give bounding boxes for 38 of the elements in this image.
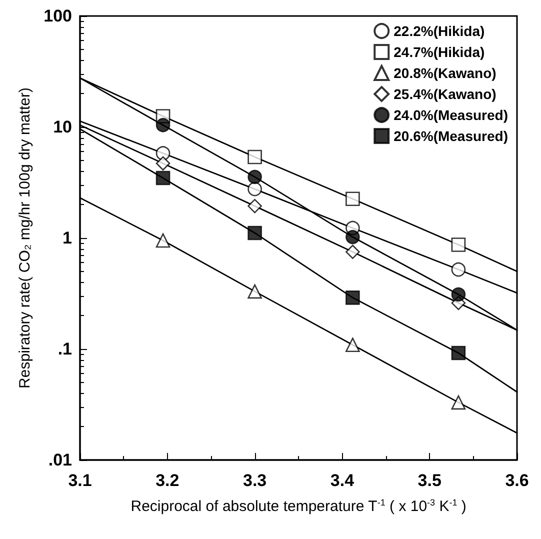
point — [156, 233, 170, 248]
point — [451, 238, 466, 252]
legend-label: 25.4%(Kawano) — [394, 86, 496, 102]
y-tick-label: .01 — [48, 450, 72, 470]
point — [156, 170, 170, 186]
legend-label: 24.7%(Hikida) — [394, 44, 485, 60]
point — [156, 118, 170, 132]
point — [451, 346, 466, 360]
legend-label: 22.2%(Hikida) — [394, 23, 485, 39]
point — [451, 287, 466, 302]
point — [248, 182, 262, 196]
legend-label: 20.8%(Kawano) — [394, 65, 496, 81]
y-tick-label: 1 — [62, 228, 72, 248]
point — [248, 198, 262, 214]
point — [346, 244, 360, 260]
legend-label: 20.6%(Measured) — [394, 128, 508, 144]
x-tick-label: 3.3 — [242, 471, 267, 490]
y-tick-label: .1 — [58, 340, 72, 358]
point — [248, 284, 262, 299]
point — [451, 395, 466, 410]
point — [451, 262, 466, 277]
point — [248, 226, 262, 240]
x-tick-label: 3.6 — [505, 471, 529, 490]
x-tick-label: 3.5 — [418, 471, 442, 490]
legend-label: 24.0%(Measured) — [394, 107, 508, 123]
point — [346, 338, 360, 352]
y-tick-label: 10 — [53, 118, 72, 136]
y-axis-title: Respiratory rate( CO₂ mg/hr 100g dry matter) — [16, 88, 34, 388]
point — [248, 170, 262, 184]
x-tick-label: 3.1 — [68, 471, 92, 490]
point — [248, 150, 262, 164]
point — [156, 156, 170, 171]
point — [346, 230, 360, 244]
point — [346, 290, 360, 305]
x-tick-label: 3.4 — [330, 471, 355, 490]
y-tick-label: 100 — [44, 6, 72, 26]
x-tick-label: 3.2 — [156, 471, 180, 490]
point — [346, 192, 360, 206]
